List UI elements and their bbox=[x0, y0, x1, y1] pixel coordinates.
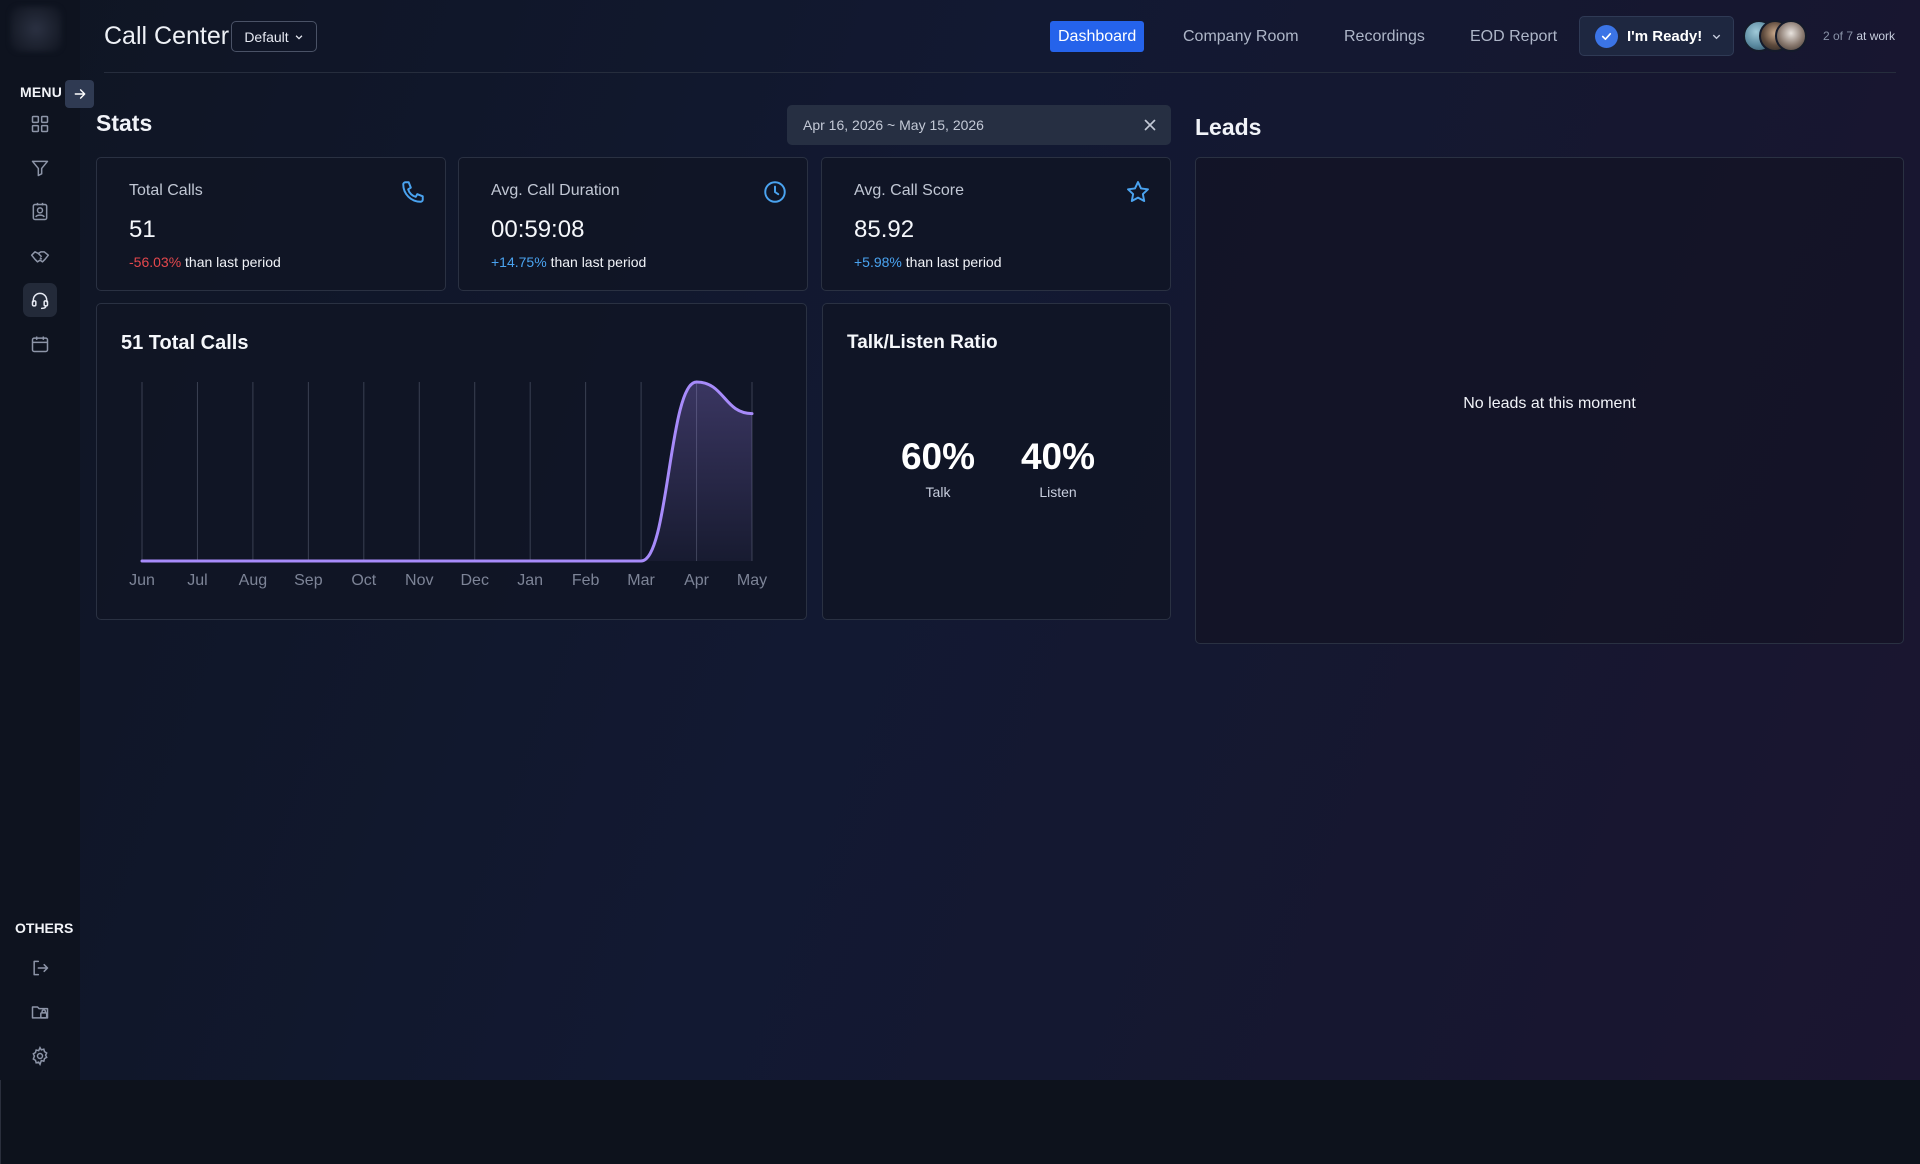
listen-ratio: 40% Listen bbox=[1013, 436, 1103, 500]
menu-label: MENU bbox=[20, 84, 63, 100]
talk-ratio-value: 60% bbox=[900, 436, 976, 477]
sidebar-item-calendar[interactable] bbox=[23, 327, 57, 361]
calendar-icon bbox=[31, 336, 49, 353]
listen-ratio-value: 40% bbox=[1020, 436, 1096, 477]
calls-series-line bbox=[140, 380, 754, 563]
talk-ratio-label: Talk bbox=[925, 484, 951, 500]
expand-menu-button[interactable] bbox=[65, 80, 94, 108]
talk-ratio: 60% Talk bbox=[893, 436, 983, 500]
stat-label: Avg. Call Duration bbox=[491, 182, 620, 199]
sidebar-item-pipeline[interactable] bbox=[23, 151, 57, 185]
stat-change-value: +5.98% bbox=[854, 254, 902, 270]
stat-change: +14.75% than last period bbox=[491, 254, 646, 270]
x-tick-label: Dec bbox=[461, 572, 489, 589]
stat-change-suffix: than last period bbox=[550, 254, 647, 270]
x-tick-label: Sep bbox=[294, 572, 323, 589]
total-calls-chart: Jun Jul Aug Sep Oct Nov Dec Jan Feb Mar Apr May bbox=[129, 380, 767, 589]
leads-empty-message: No leads at this moment bbox=[1463, 395, 1636, 412]
sidebar-item-settings[interactable] bbox=[23, 1039, 57, 1073]
contact-book-icon bbox=[32, 202, 48, 221]
check-icon bbox=[1595, 24, 1618, 48]
star-icon bbox=[1127, 181, 1149, 202]
leads-title: Leads bbox=[1195, 114, 1262, 140]
presence-count: 2 of 7 bbox=[1823, 29, 1854, 43]
stat-card-total-calls: Total Calls 51 -56.03% than last period bbox=[96, 157, 446, 291]
bottom-bar bbox=[0, 1080, 1920, 1164]
stat-value: 00:59:08 bbox=[491, 216, 585, 243]
tab-eod-report[interactable]: EOD Report bbox=[1470, 27, 1558, 45]
stat-change: -56.03% than last period bbox=[129, 254, 281, 270]
talk-listen-card: Talk/Listen Ratio 60% Talk 40% Listen bbox=[822, 303, 1171, 620]
x-tick-label: Nov bbox=[405, 572, 433, 589]
x-tick-label: Jul bbox=[187, 572, 207, 589]
x-tick-label: Apr bbox=[684, 572, 710, 589]
gear-icon bbox=[32, 1046, 48, 1066]
stats-title: Stats bbox=[96, 110, 153, 136]
leads-panel: No leads at this moment bbox=[1195, 157, 1904, 644]
ready-status-label: I'm Ready! bbox=[1627, 27, 1703, 45]
stat-change-value: -56.03% bbox=[129, 254, 182, 270]
view-select-value: Default bbox=[244, 28, 289, 45]
presence-status: 2 of 7 at work bbox=[1823, 29, 1895, 43]
filter-icon bbox=[31, 160, 49, 177]
calls-area-fill bbox=[142, 382, 752, 561]
others-label: OTHERS bbox=[15, 920, 74, 936]
folder-lock-icon bbox=[31, 1006, 49, 1019]
phone-icon bbox=[402, 181, 424, 203]
presence-suffix: at work bbox=[1856, 29, 1896, 43]
stat-change: +5.98% than last period bbox=[854, 254, 1002, 270]
page-title: Call Center bbox=[104, 22, 230, 50]
stat-change-suffix: than last period bbox=[185, 254, 281, 270]
tab-recordings[interactable]: Recordings bbox=[1344, 27, 1425, 45]
stat-value: 51 bbox=[129, 216, 156, 243]
x-tick-label: Jan bbox=[517, 572, 543, 589]
view-select[interactable]: Default bbox=[231, 21, 317, 52]
stat-value: 85.92 bbox=[854, 216, 915, 243]
x-tick-label: Feb bbox=[572, 572, 600, 589]
sidebar-item-call-center[interactable] bbox=[23, 283, 57, 317]
x-tick-label: Oct bbox=[351, 572, 376, 589]
handshake-icon bbox=[30, 251, 50, 263]
sidebar-item-dashboard[interactable] bbox=[23, 107, 57, 141]
sidebar: MENU OTHERS bbox=[0, 0, 94, 1080]
tab-dashboard[interactable]: Dashboard bbox=[1050, 21, 1145, 52]
grid-icon bbox=[31, 115, 49, 133]
logout-icon bbox=[33, 960, 49, 976]
clock-icon bbox=[764, 181, 786, 203]
x-tick-label: Aug bbox=[239, 572, 267, 589]
close-icon[interactable] bbox=[1141, 116, 1159, 134]
chevron-down-icon bbox=[295, 34, 303, 40]
ready-status-button[interactable]: I'm Ready! bbox=[1579, 16, 1734, 56]
date-range-picker[interactable]: Apr 16, 2026 ~ May 15, 2026 bbox=[787, 105, 1171, 145]
company-logo[interactable] bbox=[10, 6, 62, 52]
talk-listen-title: Talk/Listen Ratio bbox=[847, 332, 998, 353]
date-range-value: Apr 16, 2026 ~ May 15, 2026 bbox=[803, 117, 984, 133]
arrow-right-icon bbox=[74, 89, 85, 99]
sidebar-item-logout[interactable] bbox=[23, 951, 57, 985]
app-window: MENU OTHERS Cal bbox=[0, 0, 1920, 1080]
stat-change-suffix: than last period bbox=[905, 254, 1002, 270]
x-tick-label: Jun bbox=[129, 572, 155, 589]
sidebar-item-contacts[interactable] bbox=[23, 195, 57, 229]
sidebar-item-files[interactable] bbox=[23, 995, 57, 1029]
stat-card-avg-duration: Avg. Call Duration 00:59:08 +14.75% than… bbox=[458, 157, 808, 291]
avatar[interactable] bbox=[1775, 20, 1807, 52]
x-tick-label: May bbox=[737, 572, 767, 589]
header-divider bbox=[104, 72, 1896, 73]
total-calls-chart-card: 51 Total Calls Jun Jul Aug Sep Oct Nov Dec Jan F… bbox=[96, 303, 807, 620]
stat-label: Avg. Call Score bbox=[854, 182, 964, 199]
chart-title: 51 Total Calls bbox=[121, 332, 249, 354]
stat-change-value: +14.75% bbox=[491, 254, 547, 270]
stat-card-avg-score: Avg. Call Score 85.92 +5.98% than last p… bbox=[821, 157, 1171, 291]
listen-ratio-label: Listen bbox=[1039, 484, 1077, 500]
headset-icon bbox=[31, 292, 49, 310]
stat-label: Total Calls bbox=[129, 182, 203, 199]
x-tick-label: Mar bbox=[627, 572, 655, 589]
sidebar-item-deals[interactable] bbox=[23, 239, 57, 273]
chevron-down-icon bbox=[1713, 34, 1721, 39]
tab-company-room[interactable]: Company Room bbox=[1183, 27, 1299, 45]
